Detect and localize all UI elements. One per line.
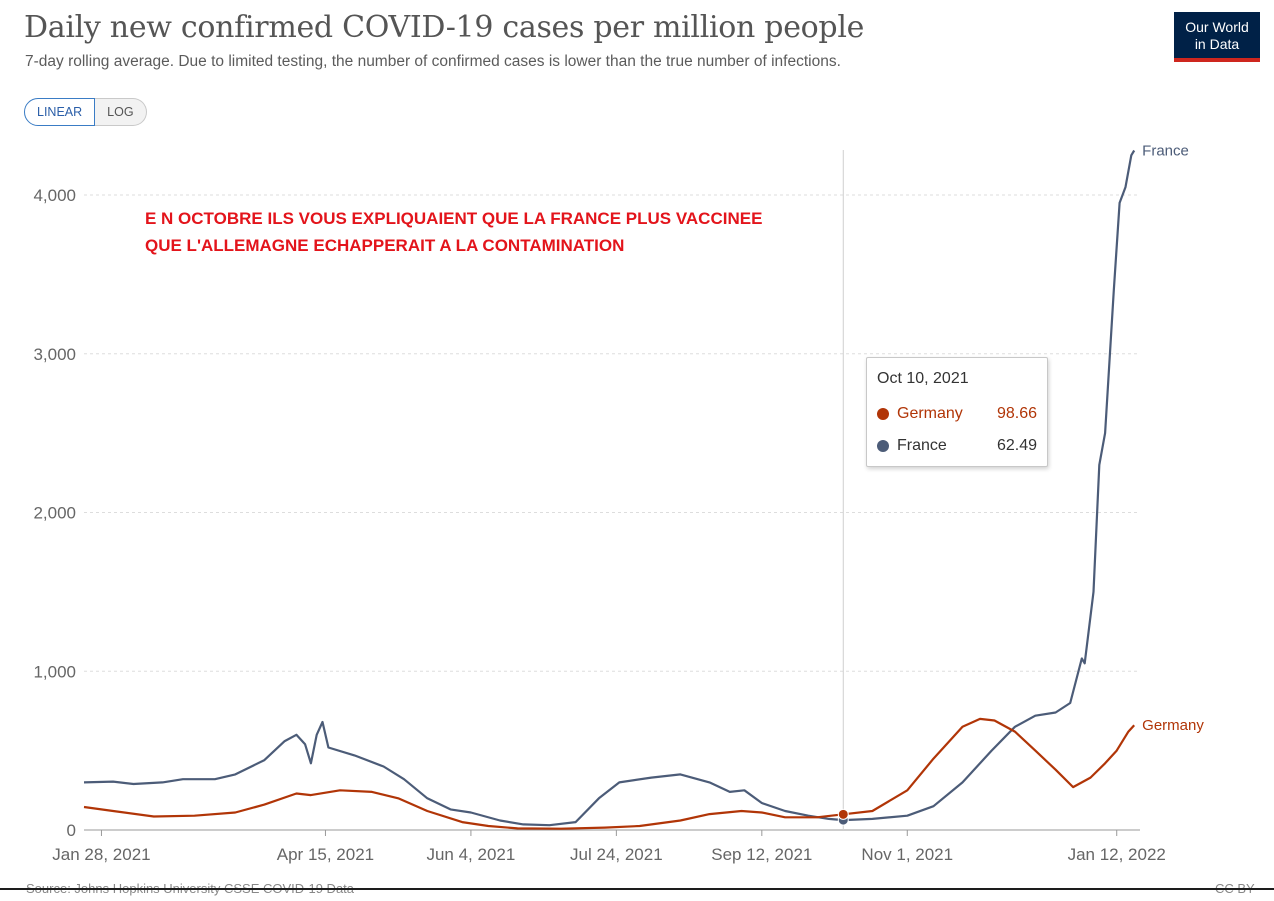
x-tick-label: Apr 15, 2021 (277, 845, 374, 864)
y-tick-label: 3,000 (33, 345, 76, 364)
france-series-label: France (1142, 143, 1189, 160)
tooltip-row-germany: Germany 98.66 (877, 398, 1037, 430)
tooltip-series-value: 98.66 (996, 405, 1037, 422)
hover-tooltip: Oct 10, 2021 Germany 98.66 France 62.49 (866, 357, 1048, 467)
logo-line-2: in Data (1194, 36, 1240, 52)
tooltip-series-value: 62.49 (996, 437, 1037, 454)
x-tick-label: Nov 1, 2021 (861, 845, 953, 864)
x-tick-label: Sep 12, 2021 (711, 845, 812, 864)
chart-title: Daily new confirmed COVID-19 cases per m… (24, 10, 865, 45)
x-tick-label: Jul 24, 2021 (570, 845, 663, 864)
owid-logo[interactable]: Our World in Data (1174, 12, 1260, 62)
log-scale-button[interactable]: LOG (95, 98, 147, 126)
y-tick-label: 4,000 (33, 186, 76, 205)
y-tick-label: 2,000 (33, 504, 76, 523)
x-tick-label: Jan 28, 2021 (52, 845, 150, 864)
bottom-divider (0, 888, 1274, 890)
scale-toggle: LINEAR LOG (24, 98, 147, 126)
annotation-line-2: QUE L'ALLEMAGNE ECHAPPERAIT A LA CONTAMI… (145, 236, 625, 255)
germany-hover-point (837, 808, 849, 820)
x-tick-label: Jun 4, 2021 (426, 845, 515, 864)
france-series-line (83, 149, 1136, 827)
chart-subtitle: 7-day rolling average. Due to limited te… (25, 53, 841, 70)
tooltip-series-name: Germany (897, 405, 963, 422)
x-tick-label: Jan 12, 2022 (1068, 845, 1166, 864)
germany-dot-icon (877, 408, 889, 420)
germany-series-label: Germany (1142, 717, 1204, 734)
france-dot-icon (877, 440, 889, 452)
overlay-annotation: E N OCTOBRE ILS VOUS EXPLIQUAIENT QUE LA… (145, 205, 762, 259)
linear-scale-button[interactable]: LINEAR (24, 98, 96, 126)
annotation-line-1: E N OCTOBRE ILS VOUS EXPLIQUAIENT QUE LA… (145, 209, 763, 228)
tooltip-date: Oct 10, 2021 (877, 370, 969, 387)
tooltip-row-france: France 62.49 (877, 430, 1037, 462)
tooltip-series-name: France (897, 437, 947, 454)
y-tick-label: 0 (67, 821, 76, 840)
logo-line-1: Our World (1185, 19, 1249, 35)
y-tick-label: 1,000 (33, 662, 76, 681)
germany-series-line (83, 717, 1136, 830)
